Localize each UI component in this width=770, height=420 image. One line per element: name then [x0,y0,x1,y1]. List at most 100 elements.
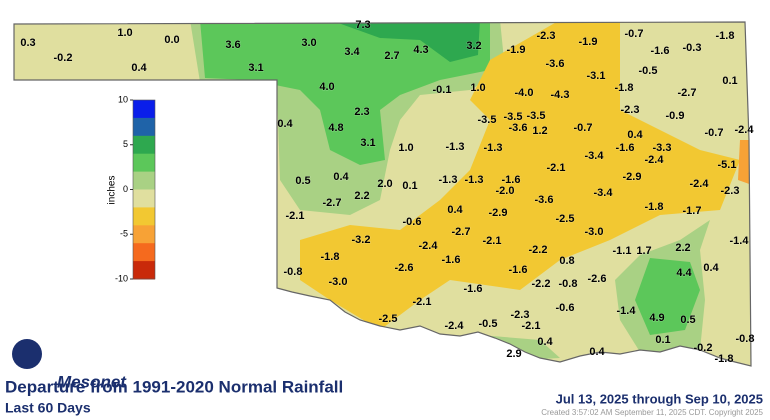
station-value: -0.8 [284,266,303,278]
station-value: -1.6 [464,283,483,295]
station-value: -0.5 [479,318,498,330]
station-value: 0.4 [277,118,293,130]
legend-swatch [133,100,155,119]
station-value: 0.4 [589,346,605,358]
station-value: -2.9 [489,207,508,219]
station-value: -1.6 [509,264,528,276]
station-value: -5.1 [718,159,737,171]
station-value: -2.1 [547,162,566,174]
station-value: 1.2 [532,125,547,137]
station-value: -3.2 [352,234,371,246]
station-value: -1.8 [645,201,664,213]
station-value: -3.3 [653,142,672,154]
station-value: 0.4 [627,129,643,141]
station-value: -2.2 [532,278,551,290]
station-value: 4.3 [413,44,428,56]
station-value: -2.1 [522,320,541,332]
station-value: 0.4 [447,204,463,216]
station-value: -1.1 [613,245,632,257]
station-value: -2.3 [511,309,530,321]
station-value: -1.6 [616,142,635,154]
station-value: -0.6 [403,216,422,228]
legend-swatch [133,207,155,226]
station-value: 1.0 [470,82,485,94]
station-value: -1.3 [439,174,458,186]
station-value: -0.2 [54,52,73,64]
station-value: 1.0 [398,142,413,154]
station-value: -1.6 [651,45,670,57]
legend-label: inches [107,176,118,205]
station-value: -0.7 [625,28,644,40]
logo-text: Mesonet [57,372,127,391]
station-value: -2.3 [721,185,740,197]
station-value: 2.7 [384,50,399,62]
title: Departure from 1991-2020 Normal Rainfall [5,377,343,396]
station-value: -0.2 [694,342,713,354]
station-value: -3.0 [329,276,348,288]
station-value: 4.0 [319,81,334,93]
station-value: -0.6 [556,302,575,314]
station-value: -1.9 [579,36,598,48]
station-value: -1.8 [321,251,340,263]
station-value: 0.0 [164,34,179,46]
date-range: Jul 13, 2025 through Sep 10, 2025 [556,391,763,406]
station-value: -2.4 [419,240,439,252]
station-value: 2.3 [354,106,369,118]
station-value: -2.4 [735,124,755,136]
station-value: -2.1 [483,235,502,247]
station-value: -1.7 [683,205,702,217]
subtitle: Last 60 Days [5,400,91,416]
station-value: -1.8 [715,353,734,365]
station-value: -1.3 [465,174,484,186]
station-value: -2.1 [413,296,432,308]
station-value: -2.7 [452,226,471,238]
station-value: 0.3 [20,37,35,49]
station-value: 0.8 [559,255,574,267]
station-value: -2.4 [645,154,665,166]
legend-swatch [133,171,155,190]
legend-swatch [133,189,155,208]
station-value: 4.9 [649,312,664,324]
station-value: -0.7 [705,127,724,139]
station-value: 3.0 [301,37,316,49]
station-value: -1.4 [730,235,750,247]
legend-swatch [133,243,155,262]
station-value: -3.4 [585,150,605,162]
station-value: 0.4 [131,62,147,74]
logo-icon [12,339,42,369]
station-value: -0.9 [666,110,685,122]
legend-swatch [133,117,155,137]
station-value: -3.5 [504,111,523,123]
station-value: -0.5 [639,65,658,77]
station-value: 2.2 [675,242,690,254]
station-value: -2.4 [690,178,710,190]
station-value: 0.1 [402,180,417,192]
station-value: -3.6 [546,58,565,70]
station-value: -2.4 [445,320,465,332]
station-value: 0.5 [295,175,310,187]
station-value: -3.6 [535,194,554,206]
station-value: -2.7 [678,87,697,99]
station-value: -2.6 [588,273,607,285]
station-value: -0.8 [736,333,755,345]
station-value: 3.6 [225,39,240,51]
legend-swatch [133,225,155,244]
legend-tick-label: 5 [123,139,128,149]
legend-tick-label: -10 [115,273,128,283]
station-value: -1.4 [617,305,637,317]
station-value: 2.0 [377,178,392,190]
station-value: -1.8 [716,30,735,42]
station-value: 0.4 [333,171,349,183]
station-value: -2.6 [395,262,414,274]
station-value: 1.7 [636,245,651,257]
station-value: 3.1 [248,62,263,74]
station-value: 3.4 [344,46,360,58]
station-value: -2.1 [286,210,305,222]
station-value: 0.4 [703,262,719,274]
station-value: -2.5 [556,213,575,225]
station-value: -0.1 [433,84,452,96]
legend-swatch [133,153,155,173]
station-value: 4.8 [328,122,343,134]
